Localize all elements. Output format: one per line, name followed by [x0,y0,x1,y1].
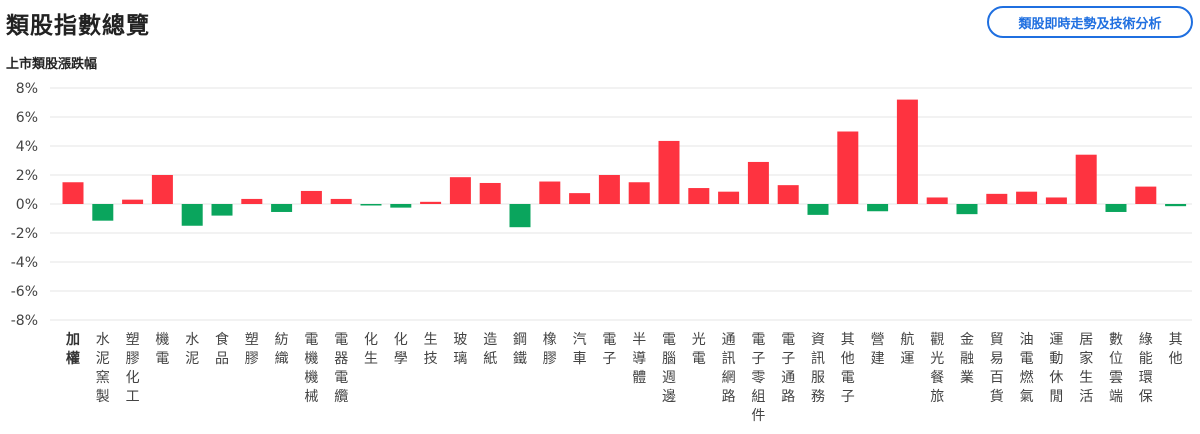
x-category-label: 機電 [155,332,169,367]
bar-玻璃 [449,177,471,204]
bar-橡膠 [539,181,561,204]
x-category-label: 加權 [65,332,80,367]
x-category-label: 綠能環保 [1139,332,1153,405]
bar-運動休閒 [1045,197,1067,204]
bar-半導體 [628,182,650,204]
x-category-label: 航運 [900,332,914,367]
bar-化學 [390,204,412,208]
x-category-label: 金融業 [960,332,974,386]
x-category-label: 運動休閒 [1049,332,1063,405]
x-category-label: 貿易百貨 [990,332,1004,405]
x-category-label: 化學 [394,332,408,367]
bar-金融業 [956,204,978,215]
bar-電子零組件 [747,161,769,204]
bar-航運 [896,99,918,204]
bar-紡織 [271,204,293,212]
x-category-label: 鋼鐵 [513,332,527,367]
bar-貿易百貨 [986,193,1008,204]
x-category-label: 紡織 [275,332,289,367]
x-category-label: 水泥 [185,332,199,367]
x-category-label: 塑膠 [245,332,259,367]
page-title: 類股指數總覽 [6,13,150,39]
x-category-label: 生技 [424,332,438,367]
x-category-label: 汽車 [573,332,587,367]
x-category-label: 塑膠化工 [126,332,140,405]
bar-光電 [688,188,710,204]
bar-化生 [360,204,382,206]
x-category-label: 食品 [215,331,229,367]
x-category-label: 其他電子 [841,332,855,405]
x-category-label: 通訊網路 [722,332,736,405]
bar-電器電纜 [330,198,352,204]
x-category-label: 電機機械 [304,332,318,405]
y-tick-label: -8% [11,313,38,329]
y-tick-label: 0% [16,197,38,213]
bar-水泥 [181,204,203,226]
x-category-label: 玻璃 [453,332,467,367]
bar-鋼鐵 [509,204,531,228]
y-tick-label: -4% [11,255,38,271]
x-category-label: 其他 [1169,332,1183,367]
y-tick-label: 2% [16,168,38,184]
x-category-label: 水泥窯製 [96,332,110,405]
y-tick-label: -2% [11,226,38,242]
x-category-label: 資訊服務 [811,332,825,405]
bar-綠能環保 [1135,186,1157,204]
x-category-label: 電子通路 [781,332,795,405]
bar-其他 [1165,204,1187,207]
x-category-label: 數位雲端 [1109,332,1123,405]
bar-居家生活 [1075,154,1097,204]
sector-analysis-button[interactable]: 類股即時走勢及技術分析 [987,6,1193,38]
y-tick-label: 8% [16,81,38,97]
bar-塑膠 [241,198,263,204]
x-category-label: 半導體 [632,332,646,386]
bar-電腦週邊 [658,140,680,204]
bar-機電 [151,175,173,204]
bar-加權 [62,182,84,204]
y-tick-label: 6% [16,110,38,126]
bar-水泥窯製 [92,204,114,221]
x-category-label: 化生 [364,332,378,367]
y-tick-label: -6% [11,284,38,300]
bar-食品 [211,204,233,216]
bar-數位雲端 [1105,204,1127,212]
bar-電子 [598,175,620,204]
x-category-label: 造紙 [483,332,497,367]
x-category-label: 油電燃氣 [1020,332,1034,405]
y-tick-label: 4% [16,139,38,155]
x-category-label: 觀光餐旅 [930,332,944,405]
bar-通訊網路 [718,191,740,204]
x-category-label: 光電 [692,332,706,367]
x-category-label: 營建 [871,332,885,367]
x-category-label: 居家生活 [1079,332,1093,405]
chart-title: 上市類股漲跌幅 [6,57,98,72]
bar-營建 [867,204,889,212]
bar-塑膠化工 [122,199,144,204]
bar-油電燃氣 [1016,191,1038,204]
bar-電子通路 [777,185,799,204]
x-category-label: 電子零組件 [751,332,765,424]
x-category-label: 電子 [602,332,616,367]
bar-汽車 [569,193,591,204]
x-category-label: 電腦週邊 [662,332,676,405]
x-category-label: 橡膠 [543,332,557,367]
x-category-label: 電器電纜 [334,332,348,405]
bar-觀光餐旅 [926,197,948,204]
bar-其他電子 [837,131,859,204]
bar-造紙 [479,182,501,204]
bar-電機機械 [300,190,322,204]
bar-資訊服務 [807,204,829,215]
bar-生技 [420,201,442,204]
